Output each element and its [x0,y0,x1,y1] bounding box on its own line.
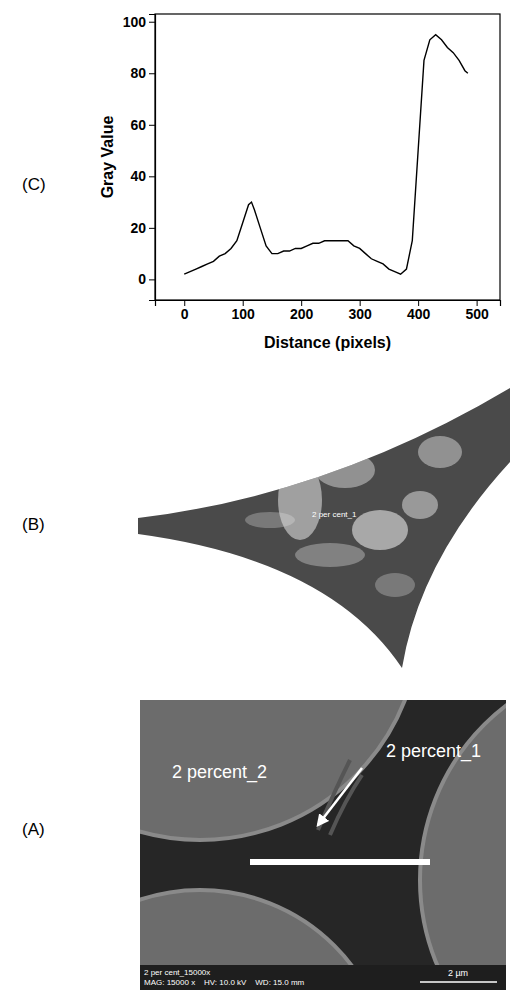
tick-mark [149,22,155,23]
plot-area [184,35,468,275]
bright-region [352,510,408,550]
panel-label: (A) [22,820,45,839]
profile-line-marker [250,859,430,865]
tick: 40 [130,168,155,184]
bright-region [375,573,415,597]
tick-label: 500 [465,306,489,322]
tick-label: 0 [181,306,189,322]
tick-label: 0 [138,271,146,287]
panel-label: (C) [22,175,46,194]
footer-band [140,965,506,990]
x-axis: 0 100 200 300 400 500 [156,300,501,322]
image-annotation: 2 percent_2 [172,762,267,783]
image-b [130,380,510,675]
tick: 0 [181,300,189,322]
x-axis-title: Distance (pixels) [264,334,391,351]
tick-label: 100 [232,306,256,322]
bright-region [315,452,375,488]
tick: 80 [130,65,155,81]
scale-bar [420,981,497,983]
y-axis-title: Gray Value [99,116,116,199]
bright-region [402,491,438,519]
tick: 60 [130,117,155,133]
tick-label: 60 [130,117,146,133]
tick: 200 [290,300,314,322]
figure: 0 100 200 300 400 500 0 20 40 60 80 100 Distance (pi… [0,0,510,995]
fibre [318,760,362,835]
tick: 20 [130,220,155,236]
tick: 300 [348,300,372,322]
axis-line [156,301,501,307]
tick-mark [149,176,155,177]
sphere [140,700,420,840]
tick-mark [149,73,155,74]
tick: 0 [138,271,155,287]
footer-text: MAG: 15000 x HV: 10.0 kV WD: 15.0 mm [144,978,305,987]
profile-line [184,35,468,275]
footer-text: 2 per cent_15000x [144,968,210,977]
panel-label: (B) [22,515,45,534]
image-ground [130,380,510,675]
tick-label: 80 [130,65,146,81]
arrow [318,768,362,825]
y-axis: 0 20 40 60 80 100 [123,14,156,301]
bright-region [278,460,322,540]
tick-label: 20 [130,220,146,236]
tick-label: 400 [407,306,431,322]
tick-label: 40 [130,168,146,184]
bright-region [295,543,365,567]
bright-region [245,512,295,528]
tick-mark [149,228,155,229]
tick-label: 200 [290,306,314,322]
plot-frame [155,14,500,300]
axis-line [149,15,156,301]
bright-region [418,436,462,468]
scale-bar-label: 2 µm [448,968,468,978]
tick-mark [149,279,155,280]
image-annotation: 2 percent_1 [386,741,481,762]
tick: 100 [123,14,155,30]
tick-label: 300 [348,306,372,322]
tick: 400 [407,300,431,322]
tick: 500 [465,300,489,322]
tick-mark [149,125,155,126]
tick: 100 [232,300,256,322]
image-a [140,700,506,990]
image-annotation: 2 per cent_1 [312,510,357,519]
tick-label: 100 [123,14,147,30]
